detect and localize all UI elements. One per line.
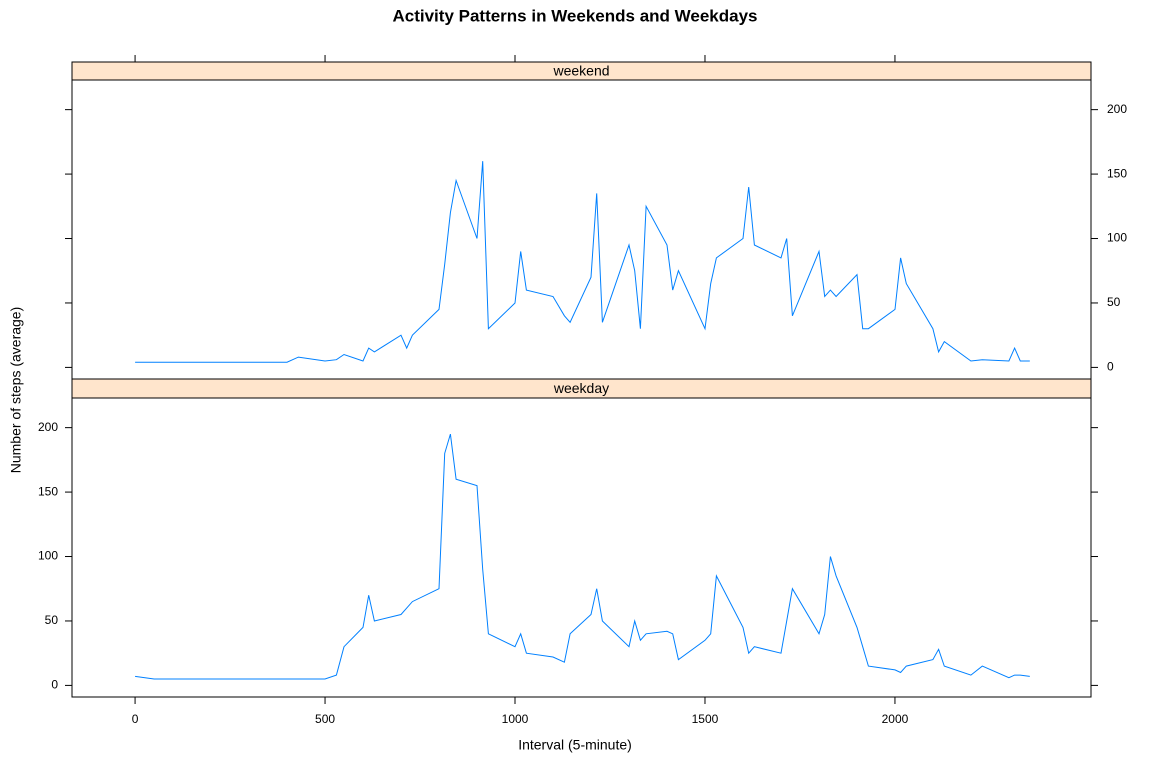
y-tick-label: 150 bbox=[38, 484, 58, 498]
chart-title: Activity Patterns in Weekends and Weekda… bbox=[392, 6, 757, 25]
y-tick-label: 50 bbox=[45, 613, 59, 627]
y-tick-label: 200 bbox=[38, 420, 58, 434]
strip-label: weekday bbox=[553, 380, 609, 396]
y-axis-label: Number of steps (average) bbox=[8, 307, 24, 474]
x-axis-label: Interval (5-minute) bbox=[518, 737, 632, 753]
panel bbox=[71, 397, 1092, 698]
panel bbox=[71, 79, 1092, 380]
x-tick-label: 0 bbox=[132, 712, 139, 726]
x-tick-label: 1000 bbox=[502, 712, 529, 726]
x-tick-label: 2000 bbox=[882, 712, 909, 726]
y-tick-label: 150 bbox=[1107, 166, 1127, 180]
y-tick-label: 100 bbox=[38, 549, 58, 563]
y-tick-label: 100 bbox=[1107, 231, 1127, 245]
series-line bbox=[135, 433, 1030, 680]
x-tick-label: 1500 bbox=[692, 712, 719, 726]
series-line bbox=[135, 161, 1030, 363]
strip-label: weekend bbox=[552, 63, 609, 79]
y-tick-label: 0 bbox=[1107, 360, 1114, 374]
y-tick-label: 200 bbox=[1107, 102, 1127, 116]
y-tick-label: 0 bbox=[51, 678, 58, 692]
y-tick-label: 50 bbox=[1107, 295, 1121, 309]
x-tick-label: 500 bbox=[315, 712, 335, 726]
